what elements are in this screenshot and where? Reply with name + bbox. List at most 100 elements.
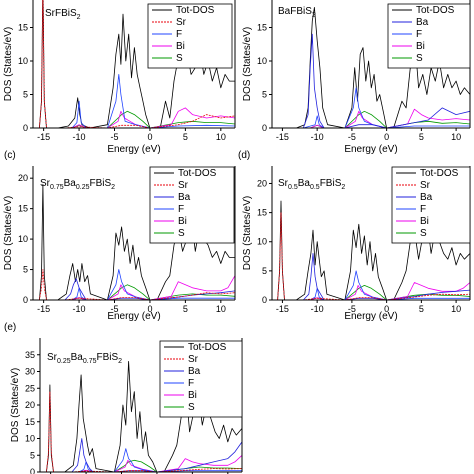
legend-label-b: Ba xyxy=(416,17,429,28)
x-tick-label-a: -5 xyxy=(111,132,119,142)
legend-label-c: Bi xyxy=(178,216,187,227)
compound-label-c: Sr0.75Ba0.25FBiS2 xyxy=(40,178,115,191)
compound-label-b: BaFBiS2 xyxy=(278,6,316,19)
legend-label-b: Tot-DOS xyxy=(416,5,455,16)
legend-box-b xyxy=(387,3,471,69)
legend-label-a: S xyxy=(176,53,183,64)
x-axis-label-d: Energy (eV) xyxy=(344,311,397,322)
y-tick-label-b: 0 xyxy=(262,123,267,133)
x-tick-label-b: -10 xyxy=(311,132,324,142)
x-tick-label-d: -5 xyxy=(348,304,356,314)
legend-box-e xyxy=(159,340,243,418)
legend-label-b: Bi xyxy=(416,41,425,52)
x-axis-label-b: Energy (eV) xyxy=(344,144,397,155)
x-tick-label-d: 5 xyxy=(419,304,424,314)
compound-label-d: Sr0.5Ba0.5FBiS2 xyxy=(278,178,345,191)
x-tick-label-b: 5 xyxy=(419,132,424,142)
legend-label-d: Sr xyxy=(420,180,431,191)
legend-label-d: S xyxy=(420,228,427,239)
x-axis-label-c: Energy (eV) xyxy=(107,311,160,322)
legend-label-c: S xyxy=(178,228,185,239)
y-tick-label-d: 0 xyxy=(262,295,267,305)
y-tick-label-a: 0 xyxy=(23,123,28,133)
legend-label-a: Sr xyxy=(176,17,187,28)
x-tick-label-c: 5 xyxy=(183,304,188,314)
legend-label-d: Ba xyxy=(420,192,433,203)
x-tick-label-c: 0 xyxy=(147,304,152,314)
legend-label-c: Sr xyxy=(178,180,189,191)
x-tick-label-d: 0 xyxy=(384,304,389,314)
legend-label-e: Sr xyxy=(188,354,199,365)
y-tick-label-b: 15 xyxy=(257,23,267,33)
x-tick-label-b: -15 xyxy=(276,132,289,142)
x-tick-label-a: -15 xyxy=(37,132,50,142)
legend-label-a: F xyxy=(176,29,182,40)
y-tick-label-d: 5 xyxy=(262,266,267,276)
compound-label-a: SrFBiS2 xyxy=(45,8,81,21)
legend-label-b: S xyxy=(416,53,423,64)
legend-label-e: F xyxy=(188,378,194,389)
y-tick-label-d: 15 xyxy=(257,208,267,218)
x-tick-label-d: 10 xyxy=(451,304,461,314)
panel-label-e: (e) xyxy=(4,322,16,333)
y-axis-label-b: DOS (States/eV) xyxy=(242,27,253,101)
x-tick-label-c: 10 xyxy=(216,304,226,314)
y-tick-label-b: 5 xyxy=(262,90,267,100)
legend-label-d: F xyxy=(420,204,426,215)
series-line-c-sr xyxy=(33,269,235,300)
legend-label-d: Bi xyxy=(420,216,429,227)
legend-box-c xyxy=(149,166,235,244)
series-line-e-sr xyxy=(40,391,242,472)
series-line-c-f xyxy=(33,269,235,300)
x-tick-label-d: -10 xyxy=(311,304,324,314)
series-line-c-s xyxy=(33,284,235,300)
series-line-a-f xyxy=(33,74,235,128)
x-tick-label-c: -15 xyxy=(37,304,50,314)
y-tick-label-e: 5 xyxy=(30,450,35,460)
y-tick-label-a: 5 xyxy=(23,90,28,100)
y-tick-label-e: 10 xyxy=(25,434,35,444)
x-axis-label-a: Energy (eV) xyxy=(107,144,160,155)
legend-label-c: Tot-DOS xyxy=(178,168,217,179)
y-tick-label-e: 15 xyxy=(25,417,35,427)
series-line-d-sr xyxy=(272,212,470,300)
y-axis-label-d: DOS (States/eV) xyxy=(242,196,253,270)
panel-label-c: (c) xyxy=(4,150,16,161)
series-line-c-ba xyxy=(33,278,235,300)
panel-b: -15 -10 -5 0 5 10 0 5 10 15 Energy (eV) DOS (States… xyxy=(242,0,471,155)
y-tick-label-c: 5 xyxy=(23,265,28,275)
legend-label-e: Tot-DOS xyxy=(188,342,227,353)
series-line-b-f xyxy=(272,87,470,128)
legend-label-d: Tot-DOS xyxy=(420,168,459,179)
series-line-a-sr xyxy=(33,0,235,128)
series-line-d-ba xyxy=(272,253,470,300)
panel-a: -15 -10 -5 0 5 10 0 5 10 15 Energy (eV) DOS (States… xyxy=(3,0,236,155)
x-tick-label-a: 0 xyxy=(147,132,152,142)
y-tick-label-e: 25 xyxy=(25,383,35,393)
x-tick-label-c: -5 xyxy=(111,304,119,314)
panel-c: -15 -10 -5 0 5 10 0 5 10 15 20 Energy (eV) DOS (Stat… xyxy=(3,150,236,322)
y-tick-label-c: 15 xyxy=(18,204,28,214)
series-line-b-ba xyxy=(272,33,470,128)
y-tick-label-e: 35 xyxy=(25,350,35,360)
legend-label-c: Ba xyxy=(178,192,191,203)
legend-box-a xyxy=(147,3,233,69)
y-tick-label-c: 20 xyxy=(18,173,28,183)
x-tick-label-a: -10 xyxy=(73,132,86,142)
y-axis-label-e: DOS (States/eV) xyxy=(10,368,21,442)
legend-label-c: F xyxy=(178,204,184,215)
x-tick-label-d: -15 xyxy=(276,304,289,314)
y-tick-label-d: 20 xyxy=(257,178,267,188)
y-tick-label-c: 10 xyxy=(18,234,28,244)
y-tick-label-e: 30 xyxy=(25,367,35,377)
x-tick-label-b: 10 xyxy=(451,132,461,142)
y-tick-label-a: 15 xyxy=(18,23,28,33)
panel-label-d: (d) xyxy=(238,150,250,161)
x-tick-label-b: -5 xyxy=(348,132,356,142)
